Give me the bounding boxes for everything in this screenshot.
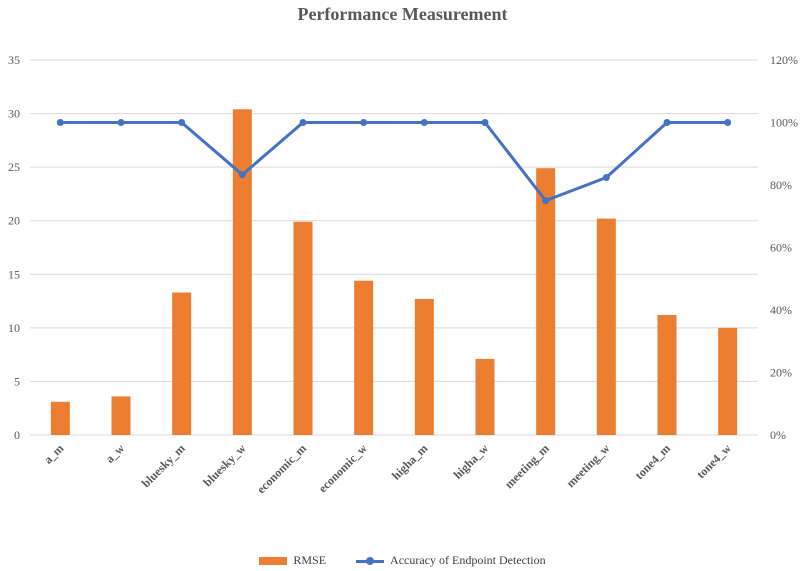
right-tick-label: 60%: [770, 241, 792, 255]
category-label: tone4_m: [632, 441, 673, 482]
accuracy-line: [56, 119, 732, 205]
left-tick-label: 15: [8, 267, 20, 281]
accuracy-point: [117, 119, 125, 126]
category-label: economic_m: [254, 441, 309, 496]
rmse-bars: [50, 109, 738, 436]
accuracy-line-path: [60, 121, 728, 203]
category-label: tone4_w: [694, 441, 734, 481]
bar-rmse: [596, 218, 616, 435]
right-tick-label: 0%: [770, 428, 786, 442]
accuracy-point: [178, 119, 186, 126]
right-tick-label: 80%: [770, 178, 792, 192]
accuracy-point: [238, 171, 246, 179]
right-tick-label: 20%: [770, 366, 792, 380]
bar-rmse: [657, 315, 677, 435]
right-tick-label: 40%: [770, 303, 792, 317]
right-tick-label: 120%: [770, 53, 798, 67]
right-tick-label: 100%: [770, 116, 798, 130]
left-tick-label: 0: [14, 428, 20, 442]
left-tick-label: 5: [14, 374, 20, 388]
left-tick-label: 10: [8, 321, 20, 335]
category-labels: a_m a_w bluesky_m bluesky_w economic_m econom…: [41, 441, 734, 496]
left-tick-label: 20: [8, 214, 20, 228]
bar-rmse: [50, 401, 70, 435]
bar-rmse: [475, 358, 495, 435]
bar-rmse: [414, 298, 434, 435]
category-label: economic_w: [316, 441, 370, 495]
category-label: higha_m: [389, 441, 430, 482]
left-tick-label: 35: [8, 53, 20, 67]
accuracy-point: [663, 119, 671, 126]
accuracy-point: [299, 119, 307, 126]
bar-rmse: [172, 292, 192, 435]
accuracy-point: [56, 119, 64, 126]
bar-rmse: [354, 280, 374, 435]
left-tick-label: 25: [8, 160, 20, 174]
bar-rmse: [536, 168, 556, 435]
bar-rmse: [111, 396, 131, 435]
legend-swatch-bar: [259, 556, 288, 565]
accuracy-point: [724, 119, 732, 126]
legend-swatch-line: [356, 556, 385, 565]
bar-rmse: [232, 109, 252, 436]
legend-label-rmse: RMSE: [293, 553, 327, 567]
accuracy-point: [542, 197, 550, 205]
category-label: meeting_m: [502, 441, 552, 491]
bar-rmse: [718, 327, 738, 435]
right-axis-ticks: 0% 20% 40% 60% 80% 100% 120%: [770, 53, 798, 442]
category-label: a_w: [103, 441, 128, 466]
left-axis-ticks: 0 5 10 15 20 25 30 35: [8, 53, 20, 442]
accuracy-point: [602, 174, 610, 181]
accuracy-point: [420, 119, 428, 126]
accuracy-point: [360, 119, 368, 126]
category-label: bluesky_m: [139, 441, 188, 490]
gridlines: [30, 59, 758, 436]
legend-label-accuracy: Accuracy of Endpoint Detection: [390, 553, 546, 567]
chart-title: Performance Measurement: [297, 4, 508, 24]
legend: RMSE Accuracy of Endpoint Detection: [0, 553, 805, 568]
category-label: higha_w: [451, 441, 492, 482]
category-label: bluesky_w: [200, 441, 248, 489]
category-label: meeting_w: [563, 441, 612, 490]
category-label: a_m: [41, 441, 66, 466]
bar-rmse: [293, 221, 313, 435]
legend-item-accuracy: Accuracy of Endpoint Detection: [356, 553, 546, 568]
accuracy-point: [481, 119, 489, 126]
left-tick-label: 30: [8, 107, 20, 121]
legend-item-rmse: RMSE: [259, 553, 326, 568]
